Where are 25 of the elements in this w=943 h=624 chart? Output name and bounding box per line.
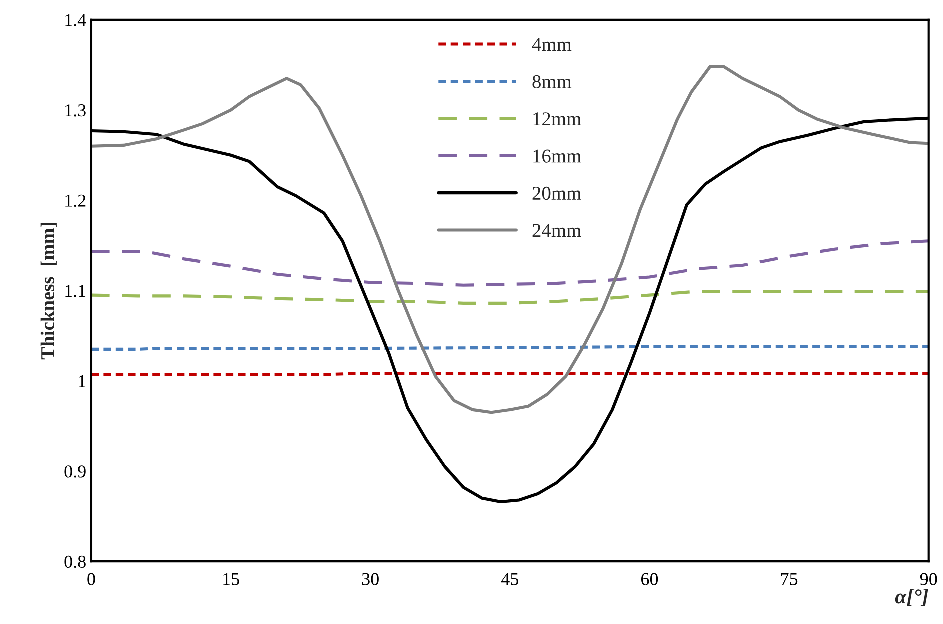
y-tick-label: 1 — [79, 375, 86, 388]
x-tick-label: 15 — [224, 573, 240, 586]
y-tick-label: 1.1 — [66, 285, 86, 298]
x-tick-label: 90 — [920, 573, 938, 586]
y-tick-label: 1.4 — [66, 14, 86, 26]
legend-label: 4mm — [532, 38, 572, 52]
x-axis-title: α[°] — [895, 589, 928, 606]
x-tick-label: 45 — [501, 573, 518, 586]
legend-label: 20mm — [532, 186, 582, 200]
legend-label: 12mm — [534, 112, 582, 126]
x-tick-label: 0 — [88, 573, 96, 586]
x-tick-label: 75 — [781, 573, 798, 586]
line-series — [91, 290, 929, 305]
y-axis-title: Thickness [mm] — [40, 223, 57, 360]
legend-label: 16mm — [534, 150, 582, 163]
legend-label: 8mm — [532, 75, 572, 88]
x-tick-label: 30 — [362, 573, 379, 586]
y-tick-label: 0.9 — [64, 466, 86, 478]
y-tick-label: 1.3 — [66, 104, 86, 117]
y-tick-label: 1.2 — [66, 194, 86, 208]
y-tick-label: 0.8 — [64, 556, 86, 568]
line-series — [91, 240, 929, 287]
line-series — [91, 65, 929, 414]
legend-label: 24mm — [532, 224, 582, 238]
x-tick-label: 60 — [641, 573, 658, 586]
